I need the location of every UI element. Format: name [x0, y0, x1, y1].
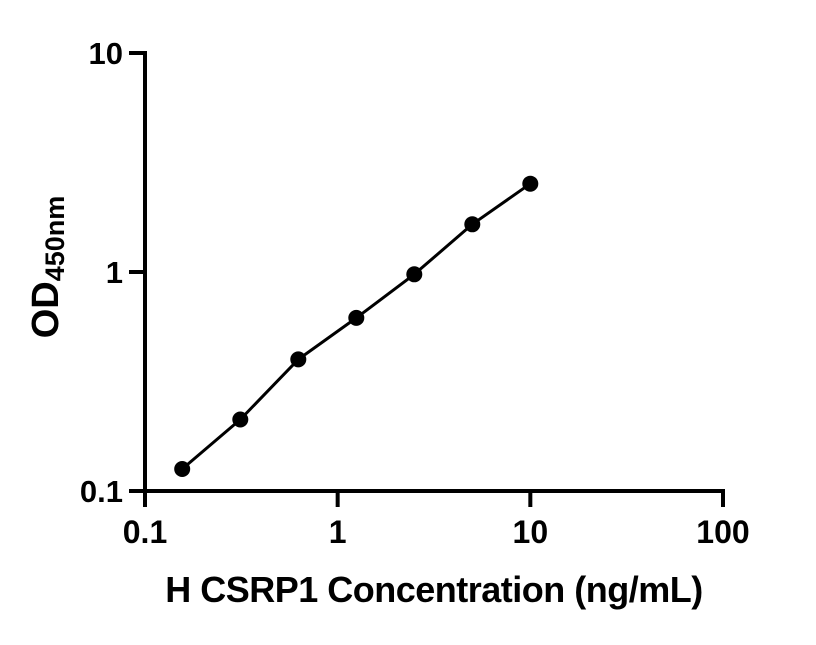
x-tick-label: 1	[329, 514, 347, 550]
y-axis-title-main: OD	[25, 281, 67, 338]
data-point	[348, 309, 365, 326]
y-axis-title: OD450nm	[25, 196, 70, 339]
y-axis-title-subscript: 450nm	[40, 196, 70, 282]
x-tick-label: 10	[513, 514, 549, 550]
y-tick-label: 0.1	[80, 474, 123, 509]
data-point	[406, 266, 423, 283]
x-tick-label: 0.1	[123, 514, 167, 550]
x-tick-label: 100	[696, 514, 749, 550]
data-point	[290, 351, 307, 368]
data-point	[522, 175, 539, 192]
y-tick-label: 1	[106, 255, 123, 290]
x-axis-title: H CSRP1 Concentration (ng/mL)	[165, 569, 703, 610]
data-point	[174, 461, 191, 477]
data-point	[464, 216, 481, 233]
y-tick-label: 10	[89, 36, 123, 71]
data-point	[232, 411, 249, 428]
